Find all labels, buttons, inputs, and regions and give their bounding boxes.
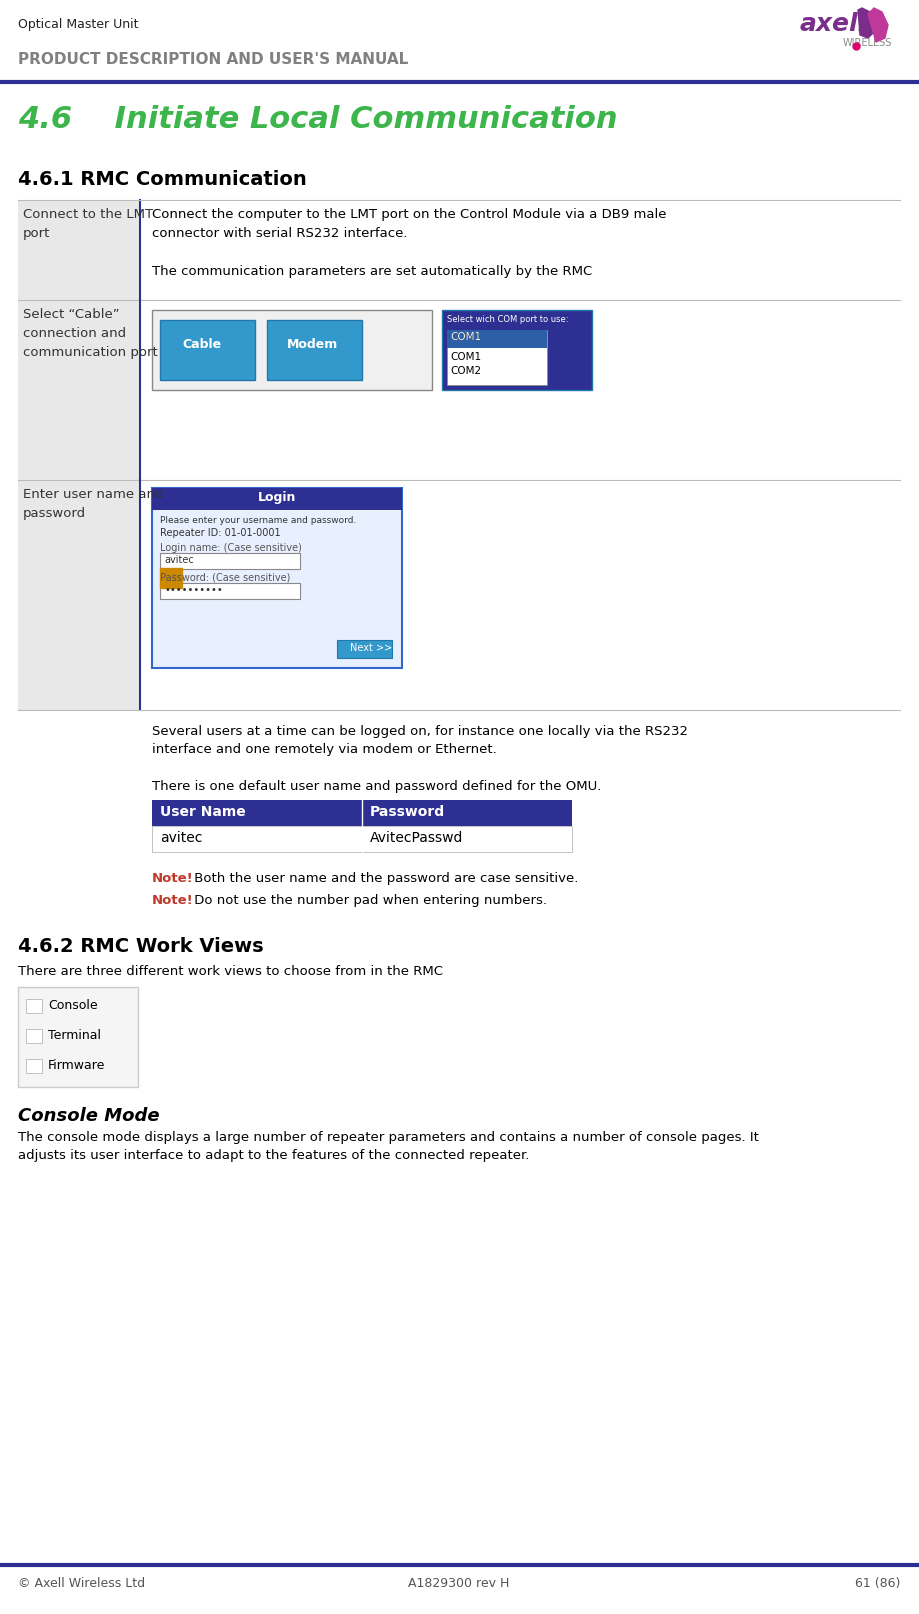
Text: User Name: User Name [160, 805, 245, 818]
FancyBboxPatch shape [18, 479, 140, 710]
FancyBboxPatch shape [160, 320, 255, 379]
Text: Select wich COM port to use:: Select wich COM port to use: [447, 315, 569, 324]
Text: Firmware: Firmware [48, 1059, 106, 1072]
Text: COM1: COM1 [450, 352, 482, 362]
Text: Console Mode: Console Mode [18, 1107, 160, 1125]
FancyBboxPatch shape [160, 554, 300, 570]
Text: Password: Password [370, 805, 445, 818]
Bar [26, 1059, 42, 1073]
Text: Cable: Cable [182, 337, 221, 350]
Text: Password: (Case sensitive): Password: (Case sensitive) [160, 573, 290, 583]
FancyBboxPatch shape [152, 826, 572, 852]
Bar [26, 999, 42, 1014]
Text: COM1: COM1 [450, 332, 482, 342]
Text: COM2: COM2 [450, 366, 482, 376]
FancyBboxPatch shape [18, 988, 138, 1086]
FancyBboxPatch shape [152, 487, 402, 668]
Polygon shape [868, 8, 888, 42]
Text: There is one default user name and password defined for the OMU.: There is one default user name and passw… [152, 780, 601, 792]
FancyBboxPatch shape [267, 320, 362, 379]
Text: Login: Login [258, 491, 296, 504]
Text: Connect to the LMT
port: Connect to the LMT port [23, 208, 153, 240]
FancyBboxPatch shape [447, 329, 547, 386]
Text: axell: axell [800, 11, 868, 36]
Text: 4.6.2 RMC Work Views: 4.6.2 RMC Work Views [18, 938, 264, 955]
Bar [160, 568, 182, 587]
Text: Repeater ID: 01-01-0001: Repeater ID: 01-01-0001 [160, 528, 280, 537]
Text: 4.6.1 RMC Communication: 4.6.1 RMC Communication [18, 169, 307, 189]
Text: ••••••••••: •••••••••• [164, 584, 222, 596]
Text: Login name: (Case sensitive): Login name: (Case sensitive) [160, 542, 301, 554]
FancyBboxPatch shape [18, 300, 140, 479]
Text: AvitecPasswd: AvitecPasswd [370, 831, 463, 846]
Text: A1829300 rev H: A1829300 rev H [408, 1577, 510, 1590]
Text: The console mode displays a large number of repeater parameters and contains a n: The console mode displays a large number… [18, 1131, 759, 1162]
Text: Next >>: Next >> [350, 642, 392, 654]
Text: There are three different work views to choose from in the RMC: There are three different work views to … [18, 965, 443, 978]
Text: COM1: COM1 [450, 332, 482, 342]
Text: Optical Master Unit: Optical Master Unit [18, 18, 139, 31]
Text: Select “Cable”
connection and
communication port: Select “Cable” connection and communicat… [23, 308, 158, 358]
FancyBboxPatch shape [337, 641, 392, 659]
Text: PRODUCT DESCRIPTION AND USER'S MANUAL: PRODUCT DESCRIPTION AND USER'S MANUAL [18, 52, 408, 68]
Text: Please enter your username and password.: Please enter your username and password. [160, 516, 357, 525]
FancyBboxPatch shape [152, 801, 572, 826]
Text: © Axell Wireless Ltd: © Axell Wireless Ltd [18, 1577, 145, 1590]
Text: Connect the computer to the LMT port on the Control Module via a DB9 male
connec: Connect the computer to the LMT port on … [152, 208, 666, 278]
Text: 4.6    Initiate Local Communication: 4.6 Initiate Local Communication [18, 105, 618, 134]
Text: Both the user name and the password are case sensitive.: Both the user name and the password are … [190, 872, 578, 884]
Text: WIRELESS: WIRELESS [843, 39, 892, 48]
FancyBboxPatch shape [152, 487, 402, 510]
FancyBboxPatch shape [152, 310, 432, 391]
Text: avitec: avitec [164, 555, 194, 565]
FancyBboxPatch shape [18, 200, 140, 300]
FancyBboxPatch shape [160, 583, 300, 599]
FancyBboxPatch shape [442, 310, 592, 391]
Text: Do not use the number pad when entering numbers.: Do not use the number pad when entering … [190, 894, 547, 907]
Text: Modem: Modem [287, 337, 338, 350]
FancyBboxPatch shape [447, 329, 547, 349]
Polygon shape [858, 8, 875, 39]
Text: Several users at a time can be logged on, for instance one locally via the RS232: Several users at a time can be logged on… [152, 725, 688, 755]
Text: 61 (86): 61 (86) [855, 1577, 900, 1590]
Text: Console: Console [48, 999, 97, 1012]
Text: avitec: avitec [160, 831, 202, 846]
Text: Enter user name and
password: Enter user name and password [23, 487, 164, 520]
Bar [26, 1030, 42, 1043]
Text: Terminal: Terminal [48, 1030, 101, 1043]
Text: Note!: Note! [152, 894, 194, 907]
Text: Note!: Note! [152, 872, 194, 884]
